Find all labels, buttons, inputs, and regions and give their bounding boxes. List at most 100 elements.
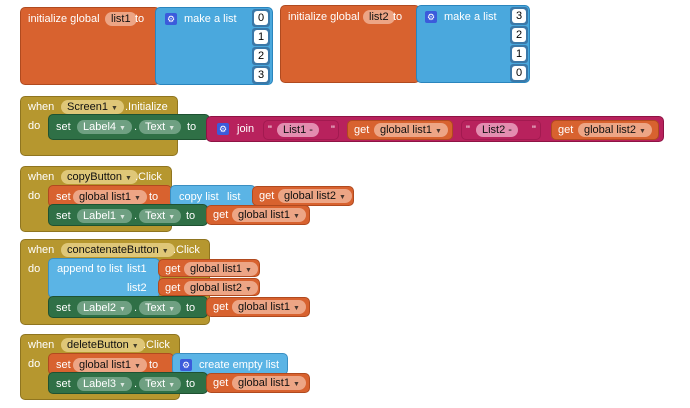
dropdown-arrow-icon: ▼ bbox=[133, 363, 141, 370]
dropdown-arrow-icon: ▼ bbox=[244, 267, 252, 274]
when-label: when bbox=[28, 339, 55, 351]
init-to-label: to bbox=[135, 13, 145, 25]
property-dropdown[interactable]: Text ▼ bbox=[139, 120, 182, 134]
gear-icon[interactable]: ⚙ bbox=[165, 13, 177, 25]
variable-dropdown[interactable]: global list1 ▼ bbox=[374, 123, 448, 137]
set-label: set bbox=[56, 359, 71, 371]
variable-dropdown[interactable]: global list1 ▼ bbox=[73, 190, 147, 204]
dot-label: . bbox=[134, 210, 138, 222]
variable-name: global list2 bbox=[190, 282, 242, 294]
global-name-field[interactable]: list2 bbox=[363, 10, 395, 24]
set-global-list1-block[interactable]: set global list1 ▼ to bbox=[48, 185, 172, 207]
variable-name: global list2 bbox=[584, 124, 636, 136]
to-label: to bbox=[187, 121, 197, 133]
property-dropdown[interactable]: Text ▼ bbox=[139, 209, 182, 223]
to-label: to bbox=[149, 359, 159, 371]
dropdown-arrow-icon: ▼ bbox=[434, 128, 442, 135]
set-label2-text-block[interactable]: set Label2 ▼ . Text ▼ to bbox=[48, 296, 208, 318]
component-dropdown[interactable]: Label1 ▼ bbox=[77, 209, 132, 223]
when-label: when bbox=[28, 171, 55, 183]
set-label3-text-block[interactable]: set Label3 ▼ . Text ▼ to bbox=[48, 372, 208, 394]
list-item-value[interactable]: 1 bbox=[254, 30, 268, 44]
quote-open: " bbox=[466, 124, 470, 136]
variable-dropdown[interactable]: global list1 ▼ bbox=[73, 358, 147, 372]
component-dropdown[interactable]: deleteButton ▼ bbox=[61, 338, 145, 352]
get-label: get bbox=[259, 190, 275, 202]
init-global-list1-block[interactable]: initialize global list1 to bbox=[20, 7, 160, 85]
list-item-value[interactable]: 3 bbox=[512, 9, 526, 23]
get-global-list2-block[interactable]: get global list2 ▼ bbox=[551, 120, 659, 140]
global-name-field[interactable]: list1 bbox=[105, 12, 137, 26]
variable-name: global list1 bbox=[380, 124, 432, 136]
get-global-list1-block[interactable]: get global list1 ▼ bbox=[206, 373, 310, 393]
set-global-list1-block[interactable]: set global list1 ▼ to bbox=[48, 353, 174, 375]
when-label: when bbox=[28, 244, 55, 256]
make-list-label: make a list bbox=[444, 11, 497, 23]
component-name: Label4 bbox=[83, 121, 117, 133]
dot-label: . bbox=[134, 378, 138, 390]
event-name: .Click bbox=[173, 244, 200, 256]
component-dropdown[interactable]: copyButton ▼ bbox=[61, 170, 138, 184]
gear-icon[interactable]: ⚙ bbox=[217, 123, 229, 135]
list-item-value[interactable]: 2 bbox=[512, 28, 526, 42]
dropdown-arrow-icon: ▼ bbox=[119, 125, 126, 132]
append-label: append to list bbox=[57, 263, 123, 275]
do-label: do bbox=[28, 190, 41, 202]
variable-dropdown[interactable]: global list1 ▼ bbox=[232, 376, 306, 390]
list-item-value[interactable]: 2 bbox=[254, 49, 268, 63]
set-label: set bbox=[56, 378, 71, 390]
get-global-list1-block[interactable]: get global list1 ▼ bbox=[206, 297, 310, 317]
list-item-value[interactable]: 3 bbox=[254, 68, 268, 82]
get-global-list2-block[interactable]: get global list2 ▼ bbox=[158, 278, 260, 296]
join-label: join bbox=[237, 123, 255, 135]
component-dropdown[interactable]: Screen1 ▼ bbox=[61, 100, 124, 114]
dropdown-arrow-icon: ▼ bbox=[168, 382, 176, 389]
component-dropdown[interactable]: Label3 ▼ bbox=[77, 377, 132, 391]
gear-icon[interactable]: ⚙ bbox=[425, 11, 437, 23]
dropdown-arrow-icon: ▼ bbox=[119, 382, 126, 389]
text-value-field[interactable]: List1 - bbox=[277, 123, 319, 137]
get-global-list2-block[interactable]: get global list2 ▼ bbox=[252, 186, 354, 206]
variable-dropdown[interactable]: global list2 ▼ bbox=[184, 281, 258, 295]
get-global-list1-block[interactable]: get global list1 ▼ bbox=[206, 205, 310, 225]
property-dropdown[interactable]: Text ▼ bbox=[139, 377, 182, 391]
component-name: Label2 bbox=[83, 302, 117, 314]
get-label: get bbox=[354, 124, 370, 136]
join-block[interactable]: ⚙ join " List1 - " get global list1 ▼ " L… bbox=[206, 116, 664, 142]
component-dropdown[interactable]: Label2 ▼ bbox=[77, 301, 132, 315]
to-label: to bbox=[186, 302, 196, 314]
list2-socket-label: list2 bbox=[127, 282, 147, 294]
get-global-list1-block[interactable]: get global list1 ▼ bbox=[347, 120, 453, 140]
list-item-value[interactable]: 0 bbox=[254, 11, 268, 25]
append-to-list-block[interactable]: append to list list1 list2 bbox=[48, 258, 160, 298]
get-label: get bbox=[558, 124, 574, 136]
component-dropdown[interactable]: Label4 ▼ bbox=[77, 120, 132, 134]
dropdown-arrow-icon: ▼ bbox=[244, 286, 252, 293]
variable-name: global list2 bbox=[284, 190, 336, 202]
gear-icon[interactable]: ⚙ bbox=[180, 359, 192, 371]
text-value-field[interactable]: List2 - bbox=[476, 123, 518, 137]
quote-close: " bbox=[532, 124, 536, 136]
text-string-block[interactable]: " List2 - " bbox=[461, 120, 541, 140]
get-global-list1-block[interactable]: get global list1 ▼ bbox=[158, 259, 260, 277]
component-name: concatenateButton bbox=[67, 244, 159, 256]
variable-dropdown[interactable]: global list2 ▼ bbox=[278, 189, 352, 203]
list-item-value[interactable]: 0 bbox=[512, 66, 526, 80]
init-global-list2-block[interactable]: initialize global list2 to bbox=[280, 5, 420, 83]
property-name: Text bbox=[145, 121, 166, 133]
dropdown-arrow-icon: ▼ bbox=[110, 105, 118, 112]
set-label1-text-block[interactable]: set Label1 ▼ . Text ▼ to bbox=[48, 204, 208, 226]
component-dropdown[interactable]: concatenateButton ▼ bbox=[61, 243, 175, 257]
variable-dropdown[interactable]: global list1 ▼ bbox=[232, 300, 306, 314]
component-name: deleteButton bbox=[67, 339, 129, 351]
variable-dropdown[interactable]: global list1 ▼ bbox=[232, 208, 306, 222]
variable-dropdown[interactable]: global list1 ▼ bbox=[184, 262, 258, 276]
list-item-value[interactable]: 1 bbox=[512, 47, 526, 61]
text-string-block[interactable]: " List1 - " bbox=[263, 120, 339, 140]
variable-dropdown[interactable]: global list2 ▼ bbox=[578, 123, 652, 137]
property-name: Text bbox=[145, 210, 166, 222]
init-to-label: to bbox=[393, 11, 403, 23]
set-label4-text-block[interactable]: set Label4 ▼ . Text ▼ to bbox=[48, 114, 210, 140]
property-dropdown[interactable]: Text ▼ bbox=[139, 301, 182, 315]
list1-socket-label: list1 bbox=[127, 263, 147, 275]
